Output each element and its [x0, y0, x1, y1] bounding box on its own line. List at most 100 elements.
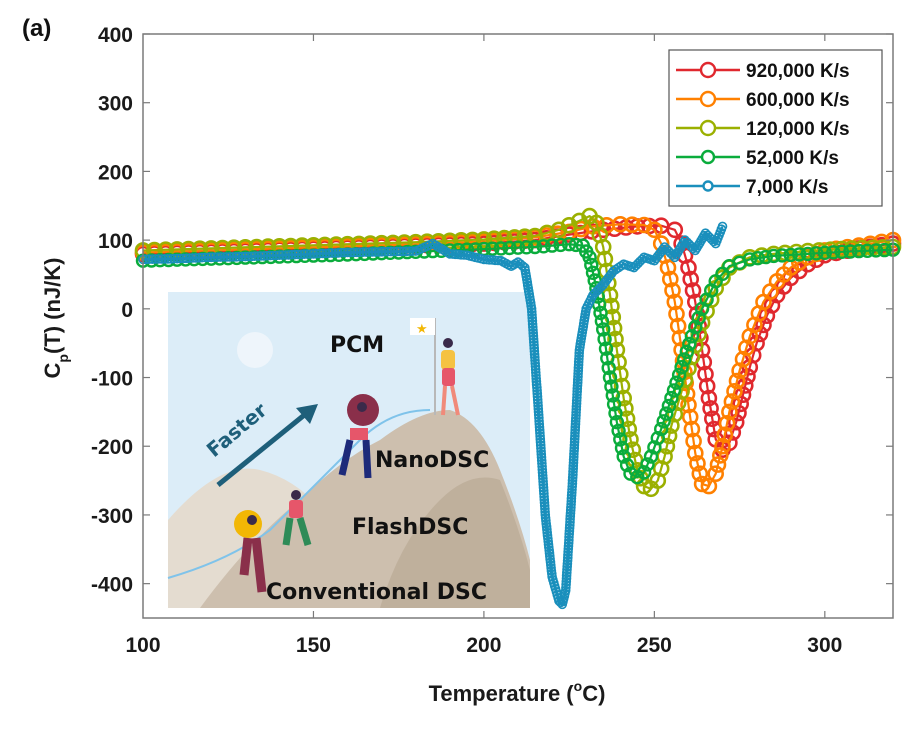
- data-point: [566, 487, 577, 498]
- data-point: [643, 449, 659, 464]
- data-point: [485, 230, 503, 247]
- y-tick-label: -200: [91, 436, 133, 459]
- data-point: [485, 241, 500, 256]
- data-point: [532, 394, 543, 405]
- y-tick-label: -400: [91, 574, 133, 597]
- data-point: [376, 247, 387, 257]
- data-point: [851, 243, 867, 259]
- data-point: [527, 316, 538, 326]
- data-point: [843, 244, 858, 259]
- data-point: [561, 236, 577, 252]
- data-point: [530, 361, 541, 372]
- data-point: [568, 452, 579, 462]
- data-point: [290, 249, 300, 260]
- data-point: [293, 249, 303, 260]
- y-tick-label: 100: [98, 230, 133, 253]
- data-point: [742, 252, 757, 267]
- data-point: [681, 408, 699, 426]
- data-point: [535, 440, 546, 451]
- data-point: [682, 270, 700, 288]
- data-point: [568, 463, 579, 474]
- ticks: 100 150 200 250 300 400 300 200 100 0 -100 -200 -300…: [91, 24, 893, 657]
- data-point: [150, 254, 161, 264]
- x-tick-label: 300: [807, 634, 842, 657]
- legend-label: 7,000 K/s: [746, 177, 828, 198]
- data-point: [608, 406, 623, 421]
- legend-label: 920,000 K/s: [746, 61, 850, 82]
- data-point: [528, 331, 539, 341]
- data-point: [571, 407, 581, 418]
- data-point: [868, 243, 884, 258]
- x-tick-label: 100: [125, 634, 160, 657]
- data-point: [361, 247, 371, 257]
- data-point: [540, 507, 550, 517]
- data-point: [569, 449, 579, 459]
- data-point: [373, 247, 384, 257]
- data-point: [395, 246, 406, 257]
- data-point: [563, 541, 574, 551]
- data-point: [530, 367, 541, 378]
- data-point: [601, 360, 616, 376]
- data-point: [565, 517, 575, 528]
- data-point: [728, 372, 746, 390]
- data-point: [536, 449, 547, 460]
- inset-mountain-shade: [380, 477, 530, 608]
- data-point: [567, 478, 578, 489]
- data-point: [327, 248, 337, 258]
- data-point: [574, 351, 584, 361]
- data-point: [228, 252, 238, 262]
- data-point: [572, 392, 582, 403]
- data-point: [566, 496, 577, 507]
- flag-star-icon: ★: [416, 321, 428, 336]
- data-point: [539, 491, 549, 502]
- plot-frame: [142, 33, 894, 619]
- legend: 920,000 K/s 600,000 K/s 120,000 K/s 52,000 …: [668, 49, 883, 207]
- data-point: [566, 499, 576, 510]
- series-layer: [134, 207, 902, 610]
- data-point: [654, 421, 669, 437]
- data-point: [531, 376, 542, 387]
- x-axis-title-base: Temperature (: [429, 681, 575, 706]
- data-point: [826, 245, 841, 260]
- y-tick-label: -300: [91, 505, 133, 528]
- data-point: [181, 253, 192, 264]
- y-tick-label: 0: [121, 299, 133, 322]
- y-tick-label: 400: [98, 24, 133, 47]
- data-point: [860, 243, 875, 259]
- data-point: [758, 249, 773, 265]
- y-axis-title-sub: p: [55, 354, 71, 363]
- data-point: [221, 252, 232, 262]
- data-point: [550, 221, 568, 239]
- data-point: [571, 395, 582, 406]
- data-point: [475, 231, 493, 248]
- data-point: [533, 404, 544, 414]
- data-point: [614, 440, 630, 456]
- data-point: [274, 250, 285, 260]
- data-point: [567, 484, 577, 495]
- data-point: [528, 325, 538, 335]
- data-point: [572, 377, 583, 388]
- data-point: [538, 479, 549, 490]
- data-point: [246, 251, 257, 262]
- data-point: [536, 446, 546, 457]
- data-point: [766, 248, 781, 264]
- data-point: [622, 431, 639, 448]
- data-point: [658, 244, 668, 255]
- data-point: [159, 254, 170, 264]
- data-point: [703, 410, 721, 428]
- data-point: [178, 253, 189, 264]
- data-point: [600, 351, 615, 366]
- data-point: [562, 555, 573, 566]
- data-point: [280, 250, 291, 260]
- data-point: [215, 252, 226, 262]
- data-point: [540, 504, 550, 514]
- data-point: [572, 374, 583, 385]
- data-point: [370, 247, 381, 257]
- data-point: [659, 406, 674, 421]
- data-point: [538, 473, 548, 484]
- data-point: [218, 252, 229, 262]
- data-point: [702, 400, 719, 417]
- legend-marker-icon: [699, 61, 717, 79]
- x-axis-title-sup: o: [574, 678, 583, 694]
